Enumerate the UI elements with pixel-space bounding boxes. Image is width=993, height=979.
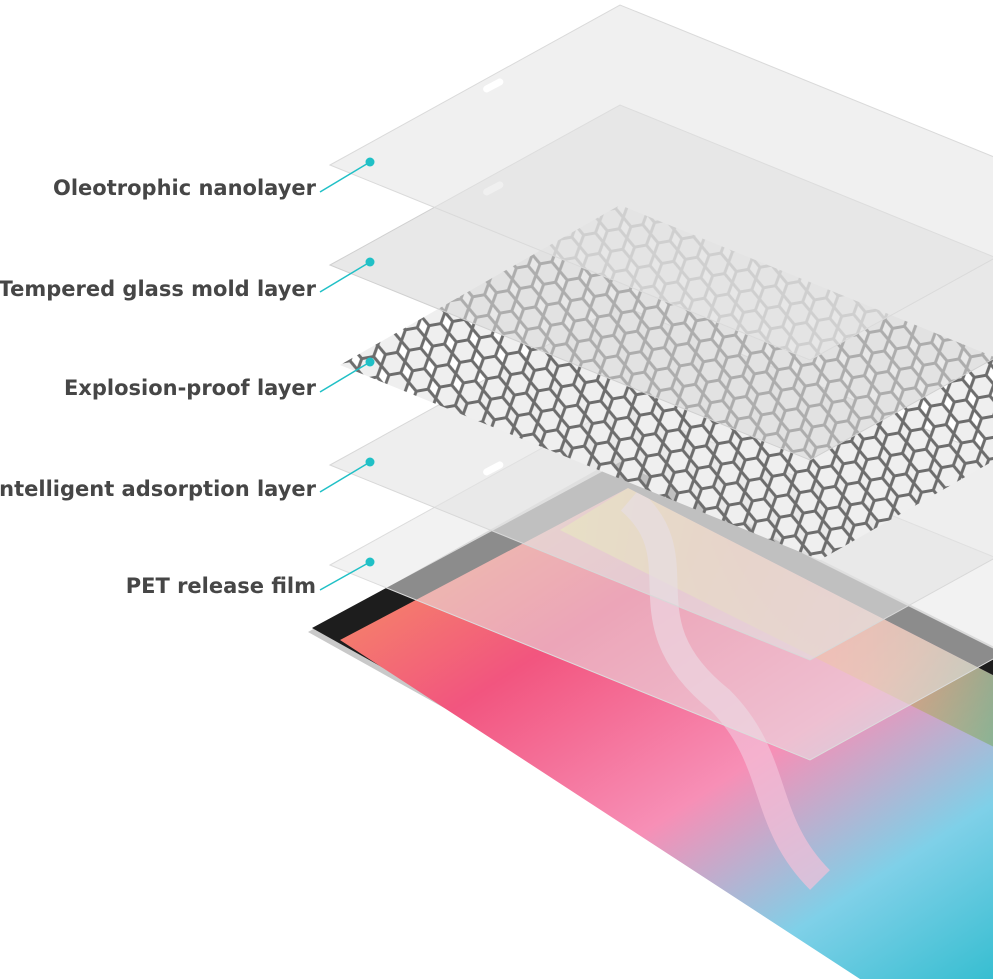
layer-label: Tempered glass mold layer: [0, 277, 317, 301]
layer-label: Intelligent adsorption layer: [0, 477, 317, 501]
layer-label: Explosion-proof layer: [64, 376, 317, 400]
layer-label: Oleotrophic nanolayer: [53, 176, 317, 200]
layer-label: PET release film: [126, 574, 316, 598]
callouts: [319, 157, 375, 591]
layer-oleotrophic: [328, 4, 993, 361]
